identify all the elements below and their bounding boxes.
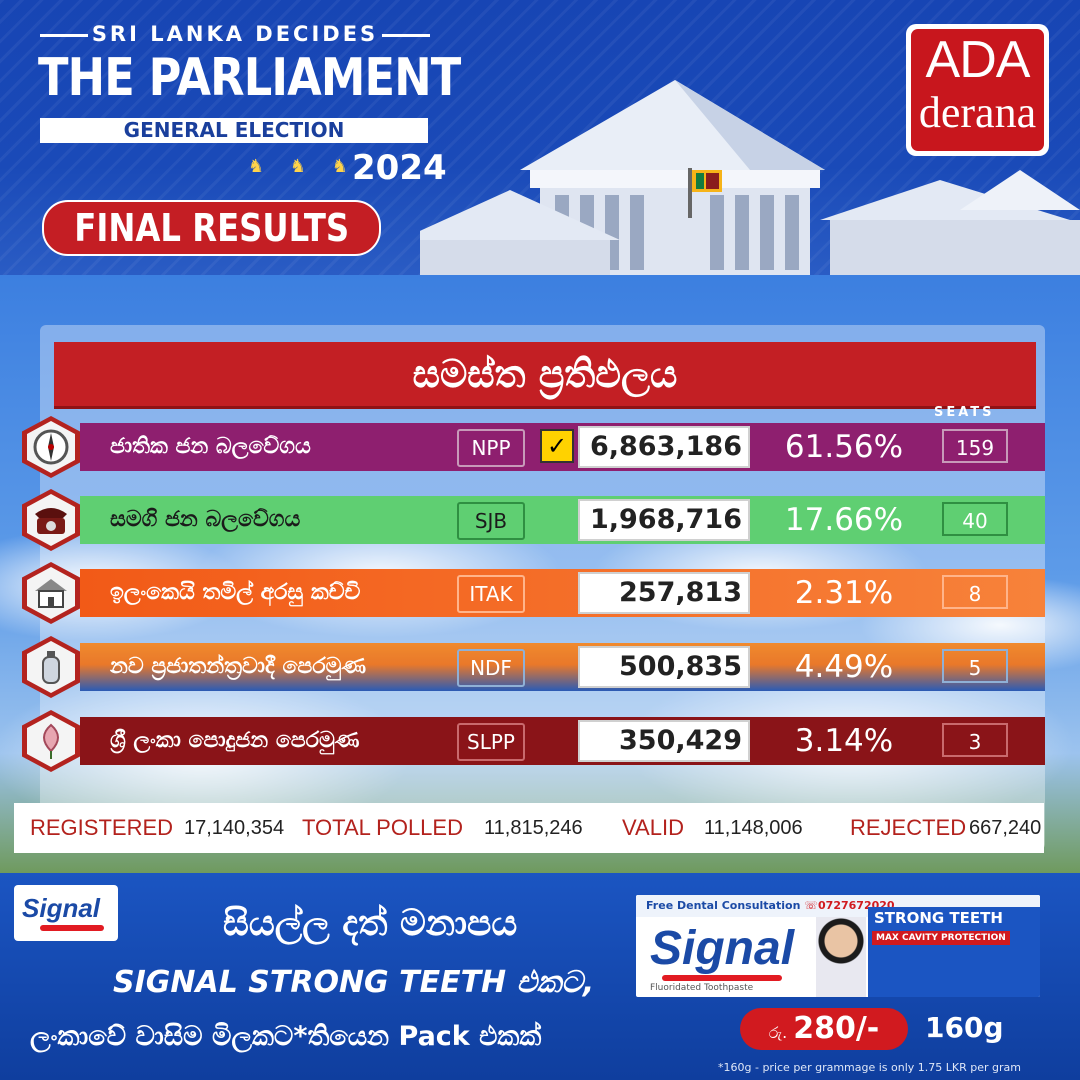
header: SRI LANKA DECIDES THE PARLIAMENT GENERAL… xyxy=(0,0,1080,275)
rejected-value: 667,240 xyxy=(969,817,1042,839)
vote-count: 1,968,716 xyxy=(578,499,750,541)
turnout-stats-bar: REGISTERED 17,140,354 TOTAL POLLED 11,81… xyxy=(14,803,1044,853)
ad-tagline: ලංකාවේ වාසිම මිලකට*තියෙන Pack එකක් xyxy=(30,1021,542,1052)
seats-column-label: SEATS xyxy=(934,405,995,420)
vote-count: 350,429 xyxy=(578,720,750,762)
lion-emblems-icon: ♞ ♞ ♞ xyxy=(248,156,358,177)
vote-count: 257,813 xyxy=(578,572,750,614)
vote-percentage: 2.31% xyxy=(794,575,894,611)
party-row-npp: ජාතික ජන බලවේගය NPP ✓ 6,863,186 61.56% 159 xyxy=(80,423,1045,471)
party-row-sjb: සමගි ජන බලවේගය SJB 1,968,716 17.66% 40 xyxy=(80,496,1045,544)
parliament-building-icon xyxy=(420,80,1080,275)
ad-headline: සියල්ල දත් මනාපය xyxy=(223,903,518,944)
party-row-slpp: ශ්‍රී ලංකා පොදුජන පෙරමුණ SLPP 350,429 3.14%… xyxy=(80,717,1045,765)
price-badge: රු. 280/- xyxy=(740,1008,908,1050)
party-name: නව ප්‍රජාතන්ත්‍රවාදී පෙරමුණ xyxy=(110,654,367,679)
vote-percentage: 17.66% xyxy=(784,502,904,538)
party-name: ජාතික ජන බලවේගය xyxy=(110,434,311,459)
seat-count: 5 xyxy=(942,649,1008,683)
pack-brand: Signal xyxy=(650,922,795,975)
winner-check-icon: ✓ xyxy=(540,429,574,463)
seat-count: 3 xyxy=(942,723,1008,757)
party-name: ශ්‍රී ලංකා පොදුජන පෙරමුණ xyxy=(110,728,360,753)
total-polled-label: TOTAL POLLED xyxy=(302,815,463,840)
registered-value: 17,140,354 xyxy=(184,817,285,839)
rejected-label: REJECTED xyxy=(850,815,967,840)
model-portrait-icon xyxy=(816,917,866,997)
signal-logo: Signal xyxy=(14,885,118,941)
vote-count: 500,835 xyxy=(578,646,750,688)
party-abbreviation: NDF xyxy=(457,649,525,687)
vote-count: 6,863,186 xyxy=(578,426,750,468)
registered-label: REGISTERED xyxy=(30,815,174,840)
results-heading: සමස්ත ප්‍රතිඵලය xyxy=(54,342,1036,406)
subtitle: GENERAL ELECTION xyxy=(40,118,428,143)
pack-subtitle: Fluoridated Toothpaste xyxy=(650,983,754,993)
seat-count: 40 xyxy=(942,502,1008,536)
party-row-itak: ඉලංකෙයි තමිල් අරසු කච්චි ITAK 257,813 2.31%… xyxy=(80,569,1045,617)
toothpaste-pack-image: Free Dental Consultation ☏0727672020 Sig… xyxy=(636,895,1040,997)
ad-subheadline: SIGNAL STRONG TEETH එකට, xyxy=(113,965,595,1000)
party-name: සමගි ජන බලවේගය xyxy=(110,507,301,532)
final-results-badge: FINAL RESULTS xyxy=(42,200,381,256)
party-symbol-frame xyxy=(22,416,80,478)
election-year: 2024 xyxy=(352,148,447,188)
seat-count: 159 xyxy=(942,429,1008,463)
pack-claim: MAX CAVITY PROTECTION xyxy=(872,931,1010,945)
pack-weight: 160g xyxy=(925,1011,1004,1044)
vote-percentage: 3.14% xyxy=(794,723,894,759)
seat-count: 8 xyxy=(942,575,1008,609)
signal-advertisement: Signal සියල්ල දත් මනාපය SIGNAL STRONG TE… xyxy=(0,873,1080,1080)
total-polled-value: 11,815,246 xyxy=(484,817,583,839)
party-abbreviation: SJB xyxy=(457,502,525,540)
vote-percentage: 61.56% xyxy=(784,429,904,465)
party-row-ndf: නව ප්‍රජාතන්ත්‍රවාදී පෙරමුණ NDF 500,835 4.4… xyxy=(80,643,1045,691)
valid-label: VALID xyxy=(622,815,684,840)
party-name: ඉලංකෙයි තමිල් අරසු කච්චි xyxy=(110,580,361,605)
party-abbreviation: ITAK xyxy=(457,575,525,613)
vote-percentage: 4.49% xyxy=(794,649,894,685)
party-abbreviation: SLPP xyxy=(457,723,525,761)
kicker: SRI LANKA DECIDES xyxy=(40,22,430,46)
page-title: THE PARLIAMENT xyxy=(38,48,461,108)
pack-title: STRONG TEETH xyxy=(874,909,1003,927)
ada-derana-logo: ADA derana xyxy=(906,24,1049,156)
valid-value: 11,148,006 xyxy=(704,817,803,839)
price-footnote: *160g - price per grammage is only 1.75 … xyxy=(718,1061,1021,1074)
party-abbreviation: NPP xyxy=(457,429,525,467)
